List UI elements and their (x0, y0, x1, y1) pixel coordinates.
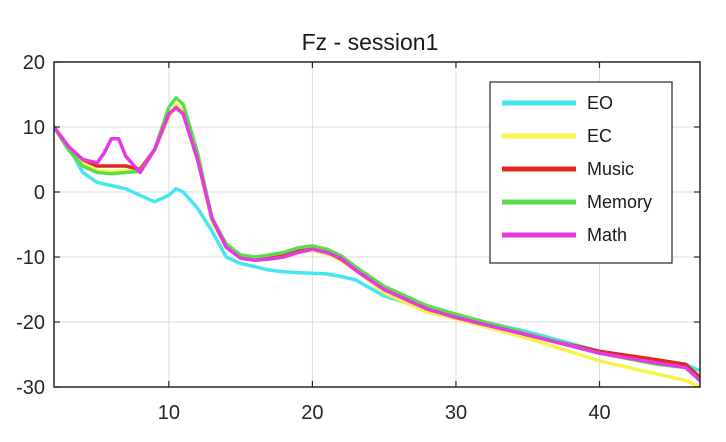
legend-label-memory: Memory (587, 192, 652, 212)
x-tick-label: 10 (158, 402, 180, 424)
x-tick-label: 40 (588, 402, 610, 424)
series-line-memory (54, 96, 700, 383)
y-tick-label: -10 (16, 247, 45, 269)
legend-label-eo: EO (587, 93, 613, 113)
y-tick-label: 10 (23, 117, 45, 139)
legend-label-math: Math (587, 225, 627, 245)
x-tick-label: 20 (301, 402, 323, 424)
legend: EO EC Music Memory Math (489, 81, 673, 264)
legend-label-ec: EC (587, 126, 612, 146)
plot-area-frame (53, 61, 701, 388)
y-tick-label: 20 (23, 52, 45, 74)
y-tick-label: -30 (16, 377, 45, 399)
series-line-math (54, 105, 700, 383)
x-tick-label: 30 (445, 402, 467, 424)
legend-label-music: Music (587, 159, 634, 179)
axis-ticks: 10 20 30 40 20 10 0 -10 -20 -30 (16, 52, 700, 424)
y-tick-label: 0 (34, 182, 45, 204)
series-group (54, 96, 700, 387)
chart-title: Fz - session1 (302, 29, 439, 55)
y-tick-label: -20 (16, 312, 45, 334)
